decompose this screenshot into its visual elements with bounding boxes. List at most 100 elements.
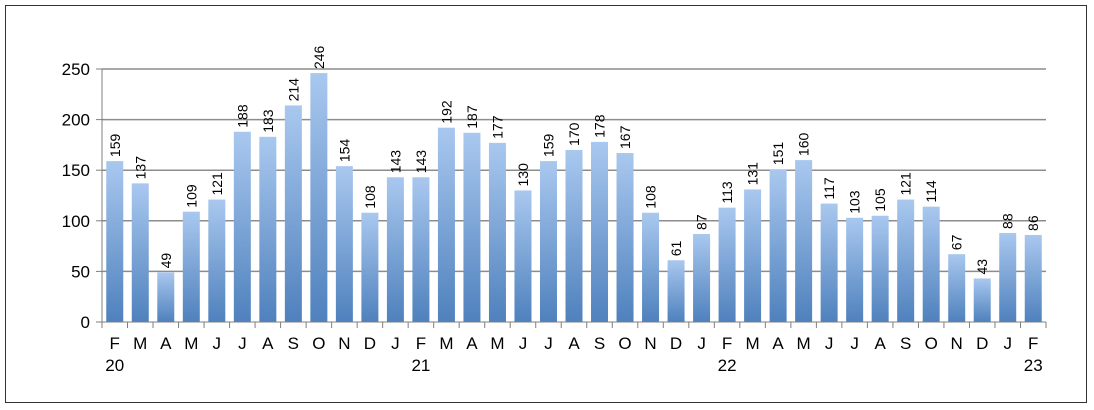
data-label: 143 [387, 150, 403, 174]
data-label: 103 [847, 190, 863, 214]
data-label: 87 [694, 214, 710, 230]
data-label: 108 [362, 185, 378, 209]
x-tick-label: M [439, 334, 453, 353]
bar [769, 169, 787, 322]
data-label: 43 [974, 259, 990, 275]
bar [335, 166, 353, 322]
x-tick-label: F [1028, 334, 1038, 353]
x-tick-label: N [338, 334, 350, 353]
data-label: 131 [745, 162, 761, 186]
bar [667, 260, 685, 322]
data-label: 159 [540, 134, 556, 158]
data-label: 121 [898, 172, 914, 196]
bar [948, 254, 966, 322]
x-tick-label: J [238, 334, 247, 353]
x-tick-label: F [722, 334, 732, 353]
x-tick-label: D [670, 334, 682, 353]
year-label: 22 [718, 356, 737, 375]
x-tick-label: O [925, 334, 938, 353]
x-tick-label: N [951, 334, 963, 353]
x-tick-label: S [594, 334, 605, 353]
bar [208, 199, 226, 322]
bar [999, 232, 1017, 322]
bar [106, 161, 124, 322]
data-label: 67 [949, 234, 965, 250]
x-tick-label: O [312, 334, 325, 353]
bar [386, 177, 404, 322]
data-label: 86 [1025, 215, 1041, 231]
x-tick-label: J [1003, 334, 1012, 353]
data-label: 246 [311, 45, 327, 69]
data-labels: 159 137 49 109 121 188 183 214 246 154 108 143 143 19… [107, 45, 1041, 274]
x-tick-label: D [364, 334, 376, 353]
data-label: 187 [464, 105, 480, 129]
bar [846, 217, 864, 322]
x-tick-label: J [850, 334, 859, 353]
data-label: 192 [438, 100, 454, 124]
bar [284, 105, 302, 322]
bar [795, 160, 813, 322]
x-tick-label: J [391, 334, 400, 353]
x-tick-label: M [746, 334, 760, 353]
bar [539, 161, 557, 322]
bar [131, 183, 149, 322]
year-label: 20 [105, 356, 124, 375]
y-tick-label: 100 [62, 212, 90, 231]
bar [744, 189, 762, 322]
bar [973, 278, 991, 322]
data-label: 88 [1000, 213, 1016, 229]
data-label: 188 [234, 104, 250, 128]
data-label: 154 [336, 139, 352, 163]
data-label: 170 [566, 122, 582, 146]
data-label: 49 [158, 253, 174, 269]
x-tick-label: M [797, 334, 811, 353]
bar [259, 136, 277, 322]
bar [693, 233, 711, 322]
bar [361, 212, 379, 322]
x-tick-label: O [618, 334, 631, 353]
x-tick-label: M [133, 334, 147, 353]
bar [437, 127, 455, 322]
bars [106, 73, 1042, 322]
x-tick-label: A [160, 334, 172, 353]
data-label: 151 [770, 142, 786, 166]
year-label: 23 [1024, 356, 1043, 375]
x-tick-label: N [644, 334, 656, 353]
bar [565, 149, 583, 322]
data-label: 160 [796, 133, 812, 157]
bar [310, 73, 328, 322]
data-label: 177 [489, 115, 505, 139]
bar [488, 142, 506, 322]
bar [922, 206, 940, 322]
data-label: 178 [592, 114, 608, 138]
y-tick-label: 0 [81, 313, 90, 332]
y-tick-label: 150 [62, 161, 90, 180]
bar [182, 211, 200, 322]
data-label: 167 [617, 125, 633, 149]
x-tick-label: A [568, 334, 580, 353]
data-label: 159 [107, 134, 123, 158]
x-tick-label: A [874, 334, 886, 353]
bar [718, 207, 736, 322]
bar [233, 131, 251, 322]
x-tick-label: S [288, 334, 299, 353]
data-label: 214 [285, 78, 301, 102]
x-tick-label: F [110, 334, 120, 353]
data-label: 121 [209, 172, 225, 196]
x-tick-label: A [262, 334, 274, 353]
y-tick-label: 200 [62, 111, 90, 130]
x-tick-label: J [544, 334, 553, 353]
bar [871, 215, 889, 322]
x-tick-label: A [466, 334, 478, 353]
data-label: 109 [183, 184, 199, 208]
x-tick-label: F [416, 334, 426, 353]
data-label: 114 [923, 180, 939, 203]
data-label: 61 [668, 240, 684, 256]
y-tick-label: 250 [62, 60, 90, 79]
bar [591, 141, 609, 322]
data-label: 108 [643, 185, 659, 209]
data-label: 143 [413, 150, 429, 174]
bar [820, 203, 838, 322]
data-label: 130 [515, 163, 531, 187]
